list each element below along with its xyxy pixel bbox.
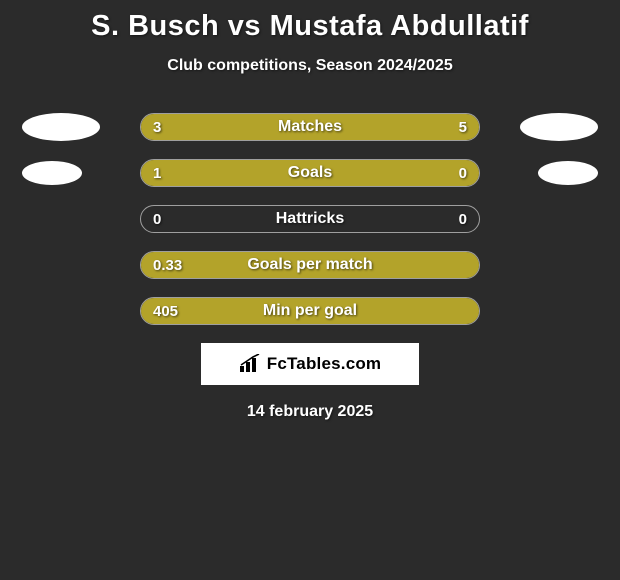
stat-value-left: 405 <box>153 298 178 324</box>
player-avatar-right <box>520 113 598 141</box>
brand-badge: FcTables.com <box>201 343 419 385</box>
brand-chart-icon <box>239 354 261 374</box>
page-title: S. Busch vs Mustafa Abdullatif <box>0 0 620 43</box>
bar-right-fill <box>411 160 479 186</box>
bar-right-fill <box>259 114 479 140</box>
stat-value-right: 0 <box>459 160 467 186</box>
bar-left-fill <box>141 298 479 324</box>
bar-left-fill <box>141 160 411 186</box>
bar-track: 10Goals <box>140 159 480 187</box>
stat-row: 0.33Goals per match <box>0 251 620 279</box>
stat-value-left: 0 <box>153 206 161 232</box>
stat-value-right: 5 <box>459 114 467 140</box>
player-avatar-left <box>22 113 100 141</box>
stat-value-left: 0.33 <box>153 252 182 278</box>
stat-value-left: 3 <box>153 114 161 140</box>
stat-row: 405Min per goal <box>0 297 620 325</box>
bar-track: 0 0Hattricks <box>140 205 480 233</box>
bar-track: 0.33Goals per match <box>140 251 480 279</box>
stat-value-right: 0 <box>459 206 467 232</box>
player-avatar-right <box>538 161 598 185</box>
brand-text: FcTables.com <box>267 354 382 374</box>
stat-label: Hattricks <box>141 206 479 232</box>
comparison-rows: 35Matches10Goals00Hattricks0.33Goals per… <box>0 113 620 325</box>
bar-track: 405Min per goal <box>140 297 480 325</box>
date-text: 14 february 2025 <box>0 403 620 421</box>
bar-left-fill <box>141 252 479 278</box>
bar-track: 35Matches <box>140 113 480 141</box>
stat-row: 35Matches <box>0 113 620 141</box>
subtitle: Club competitions, Season 2024/2025 <box>0 57 620 75</box>
stat-row: 10Goals <box>0 159 620 187</box>
player-avatar-left <box>22 161 82 185</box>
stat-row: 0 0Hattricks <box>0 205 620 233</box>
stat-value-left: 1 <box>153 160 161 186</box>
